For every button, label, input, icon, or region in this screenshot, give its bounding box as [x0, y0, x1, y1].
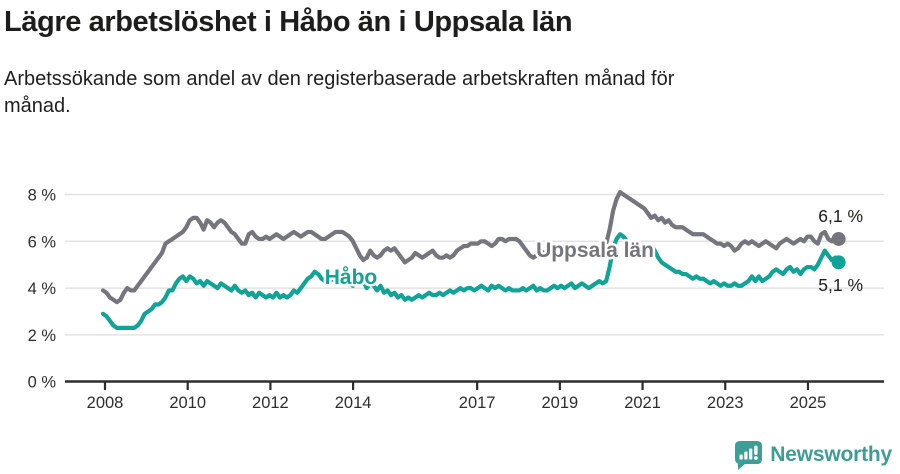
- uppsala-l-n-end-value-label: 6,1 %: [818, 206, 863, 226]
- h-bo-series-label: Håbo: [325, 266, 378, 289]
- y-axis-tick-label: 4 %: [28, 280, 57, 298]
- x-axis-tick-label: 2017: [459, 394, 496, 412]
- subtitle-line-1: Arbetssökande som andel av den registerb…: [4, 68, 675, 91]
- x-axis-tick-label: 2025: [790, 394, 827, 412]
- h-bo-end-dot: [831, 255, 846, 270]
- uppsala-l-n-line: [100, 190, 841, 305]
- uppsala-l-n-end-dot: [831, 231, 846, 246]
- uppsala-l-n-series-label: Uppsala län: [536, 239, 654, 262]
- x-axis-tick-label: 2008: [87, 394, 124, 412]
- chart-header: Lägre arbetslöshet i Håbo än i Uppsala l…: [4, 6, 884, 120]
- h-bo-line: [100, 232, 841, 330]
- y-axis-tick-label: 8 %: [28, 187, 57, 205]
- y-axis-tick-label: 6 %: [28, 233, 57, 251]
- x-axis-tick-label: 2019: [541, 394, 578, 412]
- x-axis-tick-label: 2021: [624, 394, 661, 412]
- y-axis-tick-label: 0 %: [28, 374, 57, 392]
- x-axis-tick-label: 2012: [252, 394, 289, 412]
- newsworthy-logo-icon: [735, 441, 763, 470]
- chart-title: Lägre arbetslöshet i Håbo än i Uppsala l…: [4, 6, 573, 38]
- y-axis-tick-label: 2 %: [28, 327, 57, 345]
- subtitle-line-2: månad.: [4, 94, 71, 117]
- h-bo-end-value-label: 5,1 %: [818, 275, 863, 295]
- x-axis-tick-label: 2010: [169, 394, 206, 412]
- chart-subtitle: Arbetssökande som andel av den registerb…: [4, 66, 884, 119]
- newsworthy-brand-text: Newsworthy: [770, 443, 892, 466]
- x-axis-tick-label: 2023: [707, 394, 744, 412]
- newsworthy-branding: Newsworthy: [734, 440, 892, 470]
- x-axis-tick-label: 2014: [335, 394, 372, 412]
